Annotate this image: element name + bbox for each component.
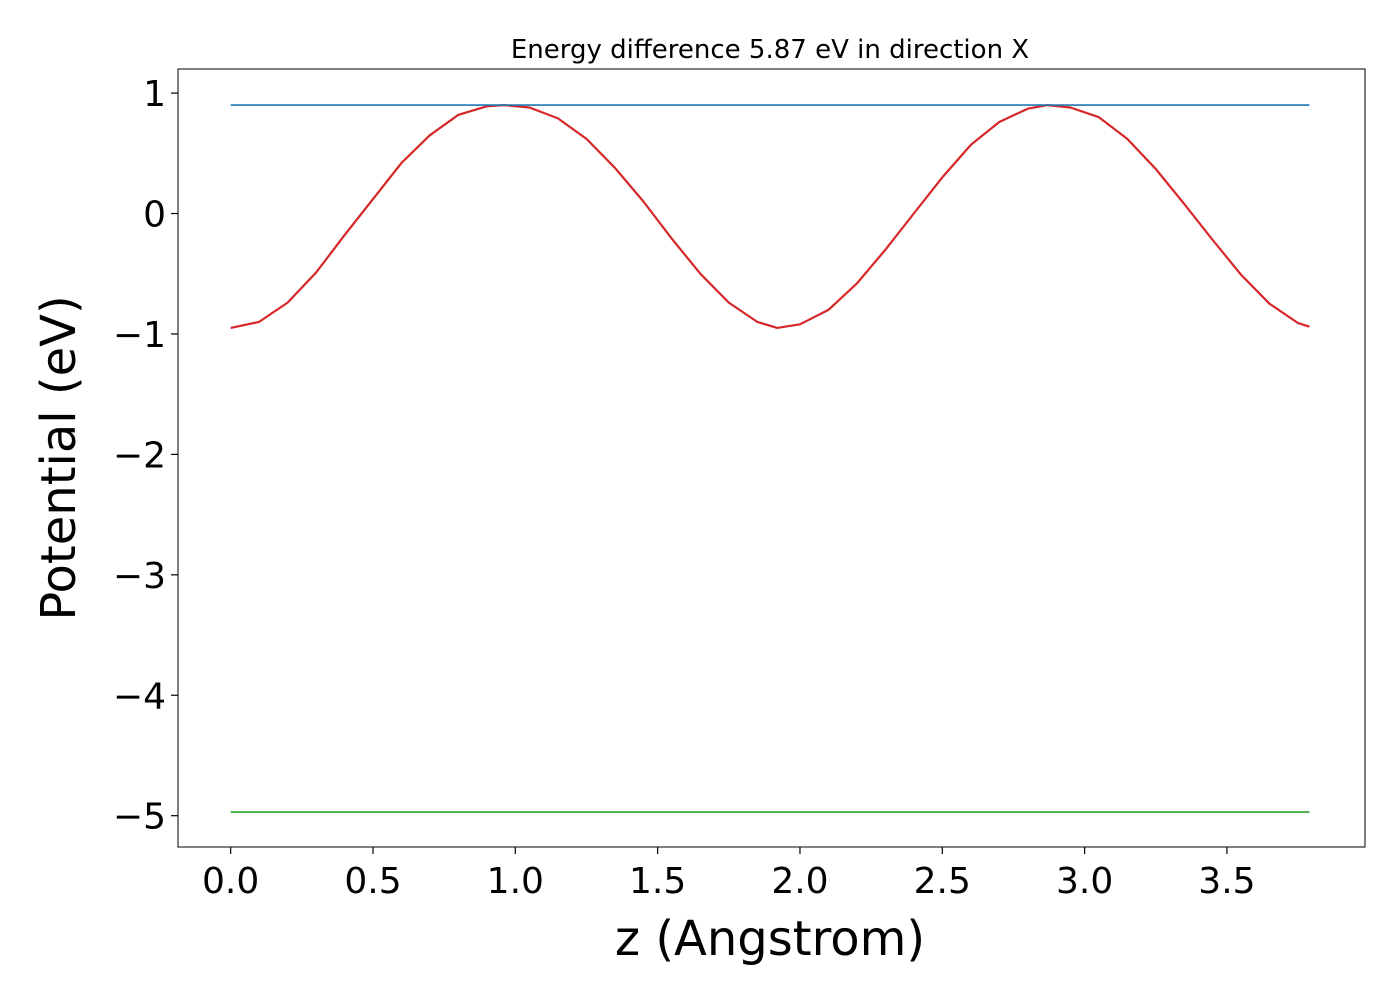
- x-tick-label: 2.0: [771, 861, 828, 902]
- y-axis: 1 0 −1 −2 −3 −4 −5: [113, 74, 178, 838]
- x-tick-label: 3.5: [1198, 861, 1255, 902]
- y-tick-label: 1: [143, 74, 166, 115]
- x-tick-label: 2.5: [914, 861, 971, 902]
- y-tick-label: −2: [113, 435, 166, 476]
- plot-lines: [230, 103, 1310, 813]
- y-tick-label: 0: [143, 195, 166, 236]
- chart-title: Energy difference 5.87 eV in direction X: [511, 35, 1029, 65]
- x-tick-label: 1.5: [629, 861, 686, 902]
- plot-frame: [177, 68, 1366, 848]
- x-tick-label: 1.0: [487, 861, 544, 902]
- y-tick-label: −4: [113, 676, 166, 717]
- x-tick-label: 3.0: [1056, 861, 1113, 902]
- x-tick-label: 0.5: [344, 861, 401, 902]
- x-tick-label: 0.0: [202, 861, 259, 902]
- y-tick-label: −5: [113, 797, 166, 838]
- y-tick-label: −1: [113, 315, 166, 356]
- x-axis: 0.0 0.5 1.0 1.5 2.0 2.5 3.0 3.5: [202, 847, 1256, 902]
- x-axis-label: z (Angstrom): [615, 911, 925, 967]
- series-line-1: [230, 103, 1310, 329]
- y-axis-label: Potential (eV): [31, 295, 87, 620]
- y-tick-label: −3: [113, 556, 166, 597]
